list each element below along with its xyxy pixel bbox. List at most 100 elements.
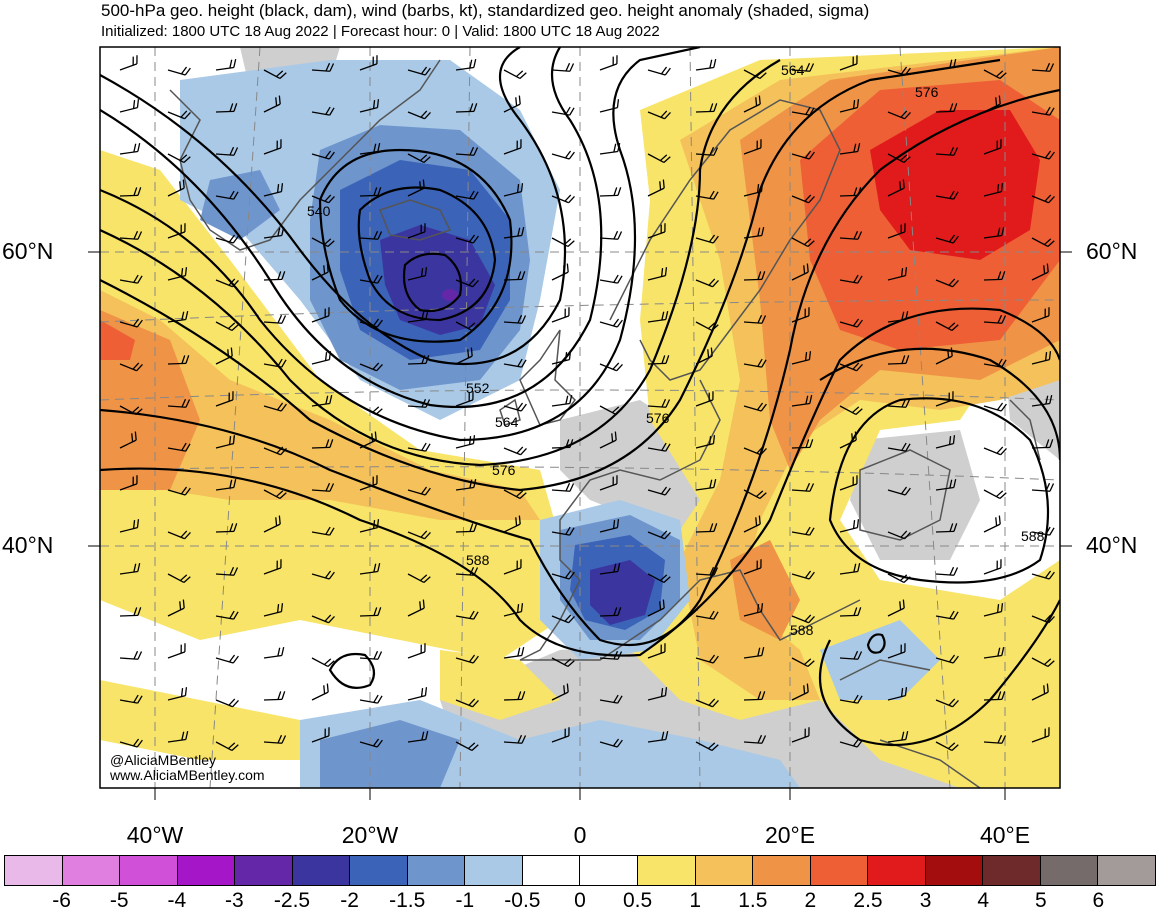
wind-barb	[791, 570, 815, 580]
wind-barb	[839, 694, 863, 704]
wind-barb	[263, 314, 287, 324]
wind-barb	[935, 523, 958, 533]
wind-barb	[983, 446, 1007, 456]
wind-barb	[647, 179, 665, 197]
lon-label: 40°E	[979, 822, 1031, 848]
wind-barb	[551, 62, 575, 72]
wind-barb	[503, 559, 522, 575]
wind-barb	[359, 99, 380, 113]
wind-barb	[455, 523, 478, 533]
wind-barb	[839, 431, 857, 449]
colorbar-tick-label: -3	[225, 889, 244, 912]
wind-barb	[215, 654, 239, 664]
colorbar-tick-label: -1.5	[389, 889, 426, 912]
wind-barb	[551, 614, 575, 624]
wind-barb	[1031, 395, 1053, 407]
wind-barb	[743, 489, 767, 500]
wind-barb	[503, 183, 524, 197]
wind-barb	[839, 187, 862, 197]
wind-barb	[839, 650, 863, 660]
contour-label: 588	[466, 552, 490, 568]
wind-barb	[647, 153, 671, 164]
wind-barb	[311, 570, 335, 580]
wind-barb	[215, 610, 239, 620]
wind-barb	[743, 69, 767, 80]
wind-barb	[839, 738, 863, 748]
wind-barb	[983, 647, 1005, 659]
wind-barb	[215, 435, 236, 449]
wind-barb	[887, 66, 911, 76]
wind-barb	[791, 62, 815, 72]
wind-barb	[935, 391, 954, 407]
wind-barb	[839, 519, 860, 533]
wind-barb	[455, 479, 477, 491]
wind-barb	[359, 143, 381, 155]
wind-barb	[359, 405, 383, 416]
wind-barb	[551, 106, 575, 116]
lat-label-right: 40°N	[1086, 532, 1138, 558]
colorbar-tick-label: 1.5	[738, 889, 768, 912]
wind-barb	[263, 358, 287, 368]
wind-barb	[311, 439, 334, 449]
wind-barb	[887, 486, 911, 496]
wind-barb	[983, 559, 1002, 575]
colorbar-swatch	[580, 856, 639, 885]
wind-barb	[935, 435, 956, 449]
wind-barb	[407, 442, 431, 452]
colorbar	[4, 855, 1156, 886]
wind-barb	[359, 475, 378, 491]
wind-barb	[695, 347, 713, 365]
wind-barb	[1031, 570, 1055, 580]
wind-barb	[455, 435, 476, 449]
wind-barb	[119, 143, 141, 155]
wind-barb	[839, 99, 860, 113]
wind-barb	[743, 271, 766, 281]
wind-barb	[743, 95, 761, 113]
wind-barb	[599, 431, 617, 449]
wind-barb	[887, 731, 909, 743]
wind-barb	[455, 566, 479, 576]
wind-barb	[503, 69, 527, 80]
wind-barb	[503, 647, 525, 659]
wind-barb	[119, 607, 142, 617]
wind-barb	[407, 66, 431, 76]
colorbar-swatch	[62, 856, 121, 885]
wind-barb	[263, 734, 287, 744]
wind-barb	[455, 654, 479, 664]
wind-barb	[263, 271, 286, 281]
wind-barb	[647, 486, 671, 496]
wind-barb	[407, 643, 426, 659]
wind-barb	[791, 614, 815, 624]
wind-barb	[407, 530, 431, 540]
wind-barb	[263, 489, 287, 500]
wind-barb	[743, 183, 764, 197]
wind-barb	[119, 99, 140, 113]
wind-barb	[167, 643, 186, 659]
wind-barb	[503, 314, 527, 324]
wind-barb	[887, 223, 906, 239]
wind-barb	[791, 263, 809, 281]
wind-barb	[119, 563, 141, 575]
wind-barb	[551, 307, 570, 323]
wind-barb	[167, 153, 191, 164]
wind-barb	[599, 650, 623, 660]
colorbar-tick-label: 5	[1034, 889, 1047, 912]
wind-barb	[599, 475, 618, 491]
wind-barb	[647, 66, 671, 76]
wind-barb	[839, 607, 862, 617]
wind-barb	[1031, 106, 1055, 116]
wind-barb	[839, 274, 863, 284]
wind-barb	[791, 439, 814, 449]
wind-barb	[935, 190, 959, 200]
wind-barb	[791, 237, 815, 248]
wind-barb	[599, 230, 623, 240]
colorbar-swatch	[868, 856, 926, 885]
wind-barb	[167, 731, 189, 743]
wind-barb	[551, 526, 575, 536]
colorbar-tick-label: 6	[1092, 889, 1105, 912]
wind-barb	[1031, 526, 1055, 536]
wind-barb	[695, 741, 719, 752]
colorbar-swatch	[1098, 856, 1155, 885]
wind-barb	[407, 179, 425, 197]
wind-barb	[119, 431, 137, 449]
